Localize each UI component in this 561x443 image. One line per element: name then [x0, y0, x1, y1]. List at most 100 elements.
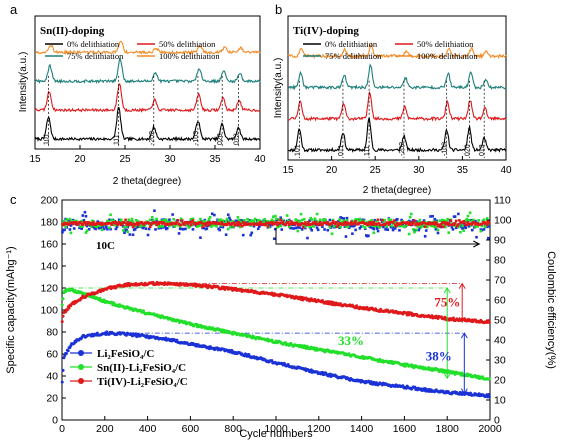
efficiency-point: [396, 217, 399, 221]
efficiency-point: [180, 220, 184, 224]
efficiency-point: [338, 218, 341, 221]
efficiency-point: [447, 221, 450, 225]
efficiency-point: [354, 228, 357, 232]
efficiency-point: [326, 228, 330, 232]
drop-arrowhead: [443, 287, 451, 294]
peak-label: 013: [479, 144, 486, 156]
efficiency-point: [434, 221, 438, 224]
legend-label: 75% delithiation: [325, 51, 382, 61]
drop-percent: 75%: [434, 295, 460, 310]
efficiency-point: [285, 214, 289, 217]
x-tick-label: 400: [139, 423, 157, 435]
xrd-trace-1: [34, 83, 261, 113]
efficiency-point: [146, 233, 150, 237]
efficiency-point: [412, 221, 415, 225]
efficiency-point: [300, 218, 304, 222]
efficiency-point: [304, 225, 307, 229]
efficiency-point: [390, 224, 394, 228]
efficiency-point: [385, 225, 388, 228]
efficiency-point: [377, 225, 381, 229]
efficiency-point: [130, 223, 134, 226]
efficiency-point: [157, 225, 161, 229]
efficiency-point: [237, 221, 241, 224]
efficiency-point: [298, 220, 302, 223]
capacity-point: [125, 284, 129, 288]
y-tick-label: 180: [40, 217, 58, 229]
efficiency-point: [82, 219, 86, 222]
efficiency-point: [136, 221, 139, 225]
efficiency-point: [279, 218, 283, 222]
efficiency-point: [99, 223, 103, 226]
efficiency-point: [79, 225, 82, 228]
x-tick-label: 2000: [478, 423, 502, 435]
efficiency-point: [131, 233, 135, 237]
panel-a-ylabel: Intensity(a.u.): [18, 52, 29, 113]
efficiency-point: [465, 223, 469, 227]
efficiency-point: [91, 223, 94, 226]
xrd-trace-2: [34, 57, 261, 85]
panel-b-xlabel: 2 theta(degree): [363, 185, 431, 196]
efficiency-point: [183, 223, 186, 227]
panel-b-title: Ti(IV)-doping: [293, 25, 359, 37]
efficiency-point: [189, 217, 193, 221]
efficiency-point: [279, 224, 283, 228]
efficiency-point: [440, 221, 444, 224]
capacity-point: [60, 380, 64, 384]
efficiency-point: [308, 225, 311, 229]
efficiency-point: [295, 219, 299, 222]
legend-marker: [78, 350, 84, 356]
efficiency-point: [180, 219, 184, 222]
efficiency-point: [438, 219, 442, 222]
capacity-point: [62, 356, 66, 360]
efficiency-point: [455, 224, 459, 228]
efficiency-point: [178, 225, 182, 228]
efficiency-point: [68, 228, 72, 231]
y-tick-label: 20: [46, 393, 58, 405]
efficiency-point: [309, 216, 312, 220]
efficiency-point: [162, 221, 166, 225]
efficiency-point: [310, 222, 314, 226]
efficiency-point: [300, 221, 304, 225]
capacity-point: [430, 314, 434, 318]
efficiency-point: [424, 229, 428, 232]
efficiency-point: [316, 220, 320, 224]
efficiency-point: [435, 222, 439, 226]
capacity-point: [102, 298, 106, 302]
efficiency-point: [125, 223, 128, 226]
efficiency-point: [213, 213, 216, 217]
efficiency-point: [474, 225, 477, 229]
efficiency-point: [396, 221, 399, 225]
efficiency-point: [127, 218, 131, 222]
efficiency-point: [451, 228, 455, 231]
efficiency-point: [110, 218, 113, 222]
efficiency-point: [295, 221, 299, 225]
efficiency-point: [301, 226, 305, 229]
efficiency-point: [236, 215, 240, 219]
capacity-point: [60, 320, 64, 324]
capacity-point: [60, 303, 64, 307]
efficiency-axis-arrow: [275, 228, 480, 245]
efficiency-point: [208, 215, 212, 219]
efficiency-point: [240, 224, 244, 228]
x-tick-label: 30: [164, 154, 176, 165]
xrd-trace-0: [287, 117, 507, 153]
efficiency-point: [407, 223, 411, 226]
efficiency-point: [458, 219, 461, 222]
x-tick-label: 20: [74, 154, 86, 165]
efficiency-point: [473, 221, 476, 224]
efficiency-point: [444, 225, 447, 229]
x-tick-label: 200: [96, 423, 114, 435]
efficiency-point: [99, 226, 103, 230]
capacity-series-2: [60, 280, 491, 325]
y-tick-label: 120: [40, 283, 58, 295]
efficiency-point: [376, 218, 380, 222]
efficiency-point: [108, 218, 111, 222]
efficiency-point: [440, 218, 444, 222]
legend-label: 75% delithiation: [67, 51, 124, 61]
efficiency-point: [272, 237, 276, 241]
efficiency-point: [400, 222, 403, 226]
efficiency-point: [270, 223, 274, 226]
capacity-point: [487, 321, 491, 325]
efficiency-point: [274, 222, 277, 225]
x-tick-label: 1200: [307, 423, 331, 435]
